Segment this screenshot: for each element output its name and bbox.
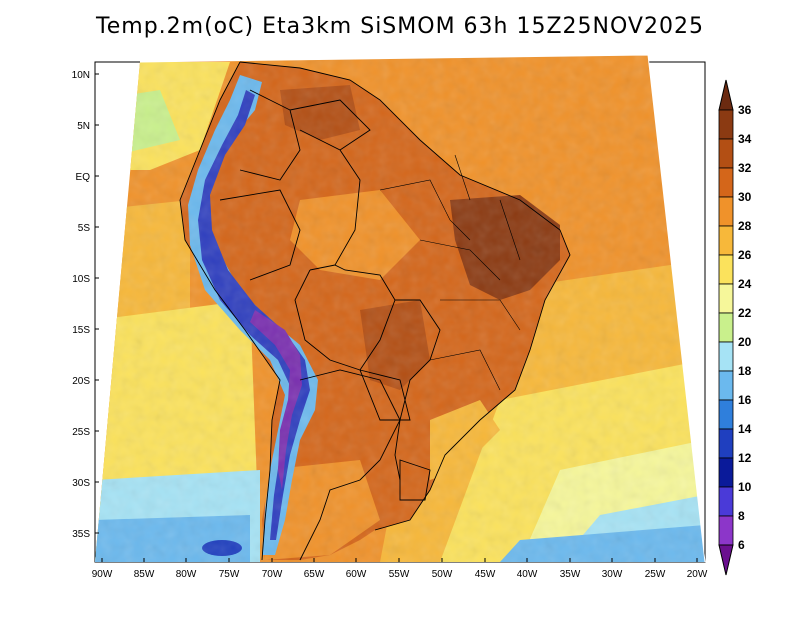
uruguay-border	[399, 459, 431, 501]
venezuela-border	[289, 99, 371, 151]
paraguay-border	[359, 369, 411, 421]
lat-label-10n: 10N	[72, 70, 90, 81]
map-title: Temp.2m(oC) Eta3km SiSMOM 63h 15Z25NOV20…	[96, 14, 704, 39]
lat-label-5n: 5N	[77, 121, 90, 132]
lat-label-20s: 20S	[72, 376, 90, 387]
lon-label-75w: 75W	[219, 569, 240, 580]
colorbar-segment	[718, 283, 734, 314]
lon-label-70w: 70W	[262, 569, 283, 580]
colorbar-label: 22	[738, 306, 752, 320]
colorbar-segment	[718, 196, 734, 227]
colorbar-label: 10	[738, 480, 752, 494]
lon-label-80w: 80W	[176, 569, 197, 580]
colorbar-label: 32	[738, 161, 752, 175]
colorbar-segment	[718, 428, 734, 459]
colorbar-segment	[718, 312, 734, 343]
latitude-axis: 10N 5N EQ 5S 10S 15S 20S 25S 30S 35S	[72, 70, 99, 540]
colorbar-label: 16	[738, 393, 752, 407]
colorbar-segment	[718, 138, 734, 169]
colorbar-label: 12	[738, 451, 752, 465]
lon-label-60w: 60W	[346, 569, 367, 580]
peru-border	[219, 189, 301, 281]
colorbar-label: 18	[738, 364, 752, 378]
colorbar-segment	[718, 109, 734, 140]
colorbar-label: 28	[738, 219, 752, 233]
colorbar-label: 14	[738, 422, 752, 436]
coastline	[239, 61, 571, 531]
lat-label-5s: 5S	[78, 223, 91, 234]
lon-label-85w: 85W	[134, 569, 155, 580]
colorbar-label: 20	[738, 335, 752, 349]
lon-label-40w: 40W	[517, 569, 538, 580]
colorbar-segment	[718, 399, 734, 430]
temperature-field	[95, 55, 705, 562]
colorbar-label: 34	[738, 132, 752, 146]
colorbar: 36 34 32 30 28 26 24 22 20 18 16 14 12 10 8 6	[718, 79, 752, 576]
lon-label-20w: 20W	[687, 569, 708, 580]
colorbar-label: 6	[738, 538, 745, 552]
colorbar-segment	[718, 254, 734, 285]
lat-label-10s: 10S	[72, 274, 90, 285]
colorbar-label: 30	[738, 190, 752, 204]
lon-label-30w: 30W	[602, 569, 623, 580]
lat-label-30s: 30S	[72, 478, 90, 489]
colorbar-label: 36	[738, 103, 752, 117]
colorbar-segment	[718, 167, 734, 198]
colorbar-segment	[718, 370, 734, 401]
colorbar-top-arrow	[718, 79, 734, 111]
colorbar-segment	[718, 486, 734, 517]
lon-label-65w: 65W	[304, 569, 325, 580]
colorbar-segment	[718, 341, 734, 372]
lon-label-25w: 25W	[645, 569, 666, 580]
colorbar-label: 8	[738, 509, 745, 523]
pacific-coastline	[179, 61, 281, 561]
lat-label-eq: EQ	[76, 172, 91, 183]
lat-label-25s: 25S	[72, 427, 90, 438]
lon-label-45w: 45W	[475, 569, 496, 580]
states-lines	[379, 154, 521, 391]
colombia-border	[239, 89, 301, 181]
lon-label-55w: 55W	[389, 569, 410, 580]
colorbar-bottom-arrow	[718, 544, 734, 576]
colorbar-segment	[718, 225, 734, 256]
lat-label-15s: 15S	[72, 325, 90, 336]
colorbar-label: 24	[738, 277, 752, 291]
lon-label-50w: 50W	[432, 569, 453, 580]
borders	[179, 61, 571, 561]
lon-label-35w: 35W	[560, 569, 581, 580]
colorbar-segment	[718, 515, 734, 546]
colorbar-segment	[718, 457, 734, 488]
colorbar-label: 26	[738, 248, 752, 262]
domain-edge	[139, 54, 706, 563]
argentina-border	[299, 369, 401, 561]
longitude-axis: 90W 85W 80W 75W 70W 65W 60W 55W 50W 45W …	[92, 558, 708, 580]
lat-label-35s: 35S	[72, 529, 90, 540]
lon-label-90w: 90W	[92, 569, 113, 580]
field-texture	[95, 55, 705, 562]
bolivia-border	[294, 264, 396, 371]
